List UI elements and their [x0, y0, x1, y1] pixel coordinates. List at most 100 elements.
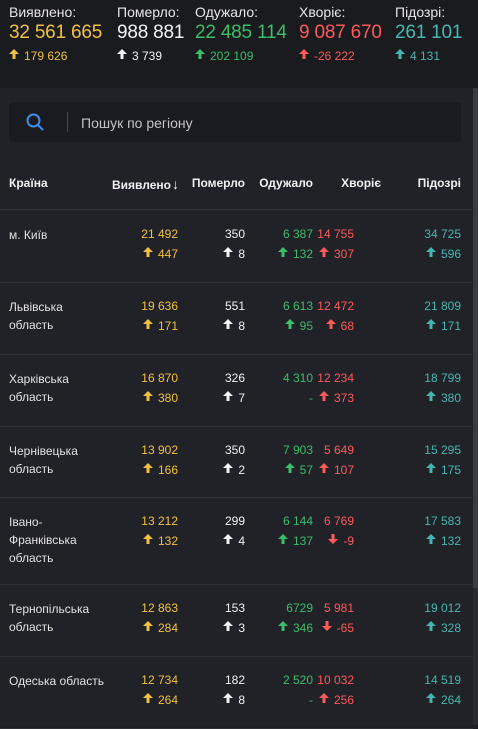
sick-delta: -9: [328, 534, 354, 548]
column-header-detected[interactable]: Виявлено↓: [112, 176, 179, 192]
arrow-up-icon: [195, 49, 205, 59]
regions-panel: [0, 88, 473, 725]
arrow-up-icon: [318, 247, 329, 257]
died-delta-value: 3: [238, 621, 245, 635]
summary-recovered-value: 22 485 114: [195, 22, 287, 43]
arrow-up-icon: [318, 693, 329, 703]
arrow-up-icon: [142, 319, 153, 329]
died-value: 182: [224, 673, 245, 687]
arrow-up-icon: [142, 391, 153, 401]
suspected-delta: 596: [425, 247, 461, 261]
recovered-delta-value: -: [309, 693, 313, 707]
arrow-up-icon: [142, 463, 153, 473]
sick-delta: 256: [318, 693, 354, 707]
sick-value: 10 032: [317, 673, 354, 687]
region-name: м. Київ: [9, 228, 48, 242]
died-delta: 7: [223, 391, 245, 405]
arrow-up-icon: [425, 693, 436, 703]
recovered-value: 6729: [286, 601, 313, 615]
arrow-down-icon: [328, 534, 339, 544]
table-row[interactable]: Івано-Франківська область 13 212 132 299 4 6 …: [0, 497, 473, 585]
sick-delta-value: -65: [336, 621, 354, 635]
search-box[interactable]: [9, 102, 461, 142]
column-header-detected-label: Виявлено: [112, 178, 171, 192]
summary-detected-label: Виявлено:: [9, 4, 77, 20]
table-row[interactable]: м. Київ 21 492 447 350 8 6 387 132 14 755 307 34 …: [0, 210, 473, 283]
died-delta: 4: [223, 534, 245, 548]
detected-value: 21 492: [141, 227, 178, 241]
sick-delta: 68: [325, 319, 354, 333]
column-header-recovered[interactable]: Одужало: [259, 176, 313, 190]
suspected-delta-value: 596: [440, 247, 461, 261]
suspected-value: 14 519: [424, 673, 461, 687]
died-value: 350: [224, 227, 245, 241]
recovered-delta: 57: [284, 463, 313, 477]
arrow-up-icon: [142, 534, 153, 544]
region-name: Львівська область: [9, 300, 63, 332]
arrow-up-icon: [318, 391, 329, 401]
column-header-sick[interactable]: Хворіє: [341, 176, 381, 190]
recovered-delta: 137: [277, 534, 313, 548]
detected-delta: 284: [142, 621, 178, 635]
region-name: Харківська область: [9, 372, 69, 404]
detected-delta: 171: [142, 319, 178, 333]
detected-delta: 166: [142, 463, 178, 477]
detected-delta-value: 171: [157, 319, 178, 333]
summary-detected-delta: 179 626: [9, 49, 67, 63]
detected-delta: 132: [142, 534, 178, 548]
scrollbar[interactable]: [473, 88, 478, 725]
summary-recovered-label: Одужало:: [195, 4, 259, 20]
summary-died-value: 988 881: [117, 22, 185, 43]
summary-detected-value: 32 561 665: [9, 22, 103, 43]
summary-suspected-delta: 4 131: [395, 49, 440, 63]
summary-sick-delta-value: -26 222: [314, 49, 355, 63]
sick-delta: 307: [318, 247, 354, 261]
died-delta-value: 2: [238, 463, 245, 477]
suspected-delta-value: 175: [440, 463, 461, 477]
recovered-delta: 132: [277, 247, 313, 261]
arrow-up-icon: [117, 49, 127, 59]
table-row[interactable]: Харківська область 16 870 380 326 7 4 310 -12 …: [0, 354, 473, 427]
arrow-up-icon: [425, 463, 436, 473]
suspected-delta-value: 328: [440, 621, 461, 635]
recovered-delta-value: -: [309, 391, 313, 405]
arrow-up-icon: [284, 463, 295, 473]
recovered-delta-value: 132: [292, 247, 313, 261]
detected-value: 12 863: [141, 601, 178, 615]
sick-delta-value: 307: [333, 247, 354, 261]
table-row[interactable]: Львівська область 19 636 171 551 8 6 613 95 12 …: [0, 282, 473, 355]
sick-value: 12 472: [317, 299, 354, 313]
arrow-up-icon: [223, 693, 234, 703]
table-row[interactable]: Чернівецька область 13 902 166 350 2 7 903 57 5…: [0, 426, 473, 498]
sick-value: 5 981: [323, 601, 354, 615]
died-delta-value: 8: [238, 319, 245, 333]
sick-delta: 373: [318, 391, 354, 405]
arrow-up-icon: [142, 621, 153, 631]
search-input[interactable]: [79, 112, 453, 134]
arrow-up-icon: [223, 463, 234, 473]
detected-delta-value: 447: [157, 247, 178, 261]
suspected-delta-value: 132: [440, 534, 461, 548]
sick-delta-value: 68: [340, 319, 354, 333]
arrow-up-icon: [9, 49, 19, 59]
column-header-died[interactable]: Померло: [191, 176, 245, 190]
table-row[interactable]: Тернопільська область 12 863 284 153 3 6729 34…: [0, 584, 473, 657]
recovered-delta-value: 137: [292, 534, 313, 548]
arrow-up-icon: [325, 319, 336, 329]
detected-delta-value: 380: [157, 391, 178, 405]
detected-delta: 447: [142, 247, 178, 261]
arrow-up-icon: [318, 463, 329, 473]
arrow-up-icon: [284, 319, 295, 329]
recovered-delta-value: 95: [299, 319, 313, 333]
region-name: Івано-Франківська область: [9, 515, 77, 565]
table-row[interactable]: Одеська область 12 734 264 182 8 2 520 -10 032…: [0, 656, 473, 729]
scrollbar-thumb[interactable]: [473, 88, 478, 588]
region-name: Тернопільська область: [9, 602, 90, 634]
sort-arrow-icon: ↓: [172, 176, 179, 192]
column-header-suspected[interactable]: Підозрі: [417, 176, 461, 190]
search-icon[interactable]: [26, 113, 44, 131]
sick-value: 14 755: [317, 227, 354, 241]
suspected-delta-value: 264: [440, 693, 461, 707]
column-header-region[interactable]: Країна: [9, 176, 48, 190]
sick-delta-value: 256: [333, 693, 354, 707]
